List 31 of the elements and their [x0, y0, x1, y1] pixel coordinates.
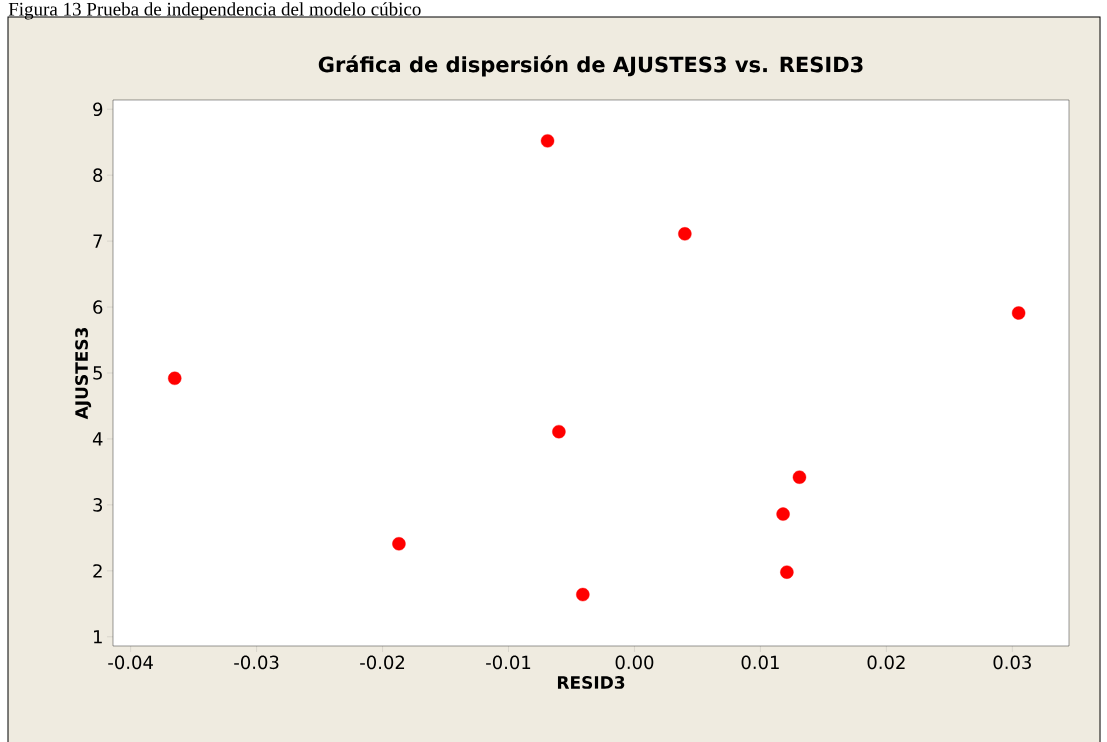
x-tick-label: -0.01: [486, 655, 531, 670]
x-tick-label: -0.04: [108, 655, 153, 670]
y-tick-label: 6: [93, 300, 103, 314]
y-tick-label: 9: [93, 102, 103, 117]
x-axis-title: RESID3: [557, 676, 625, 689]
point: [780, 565, 794, 579]
y-tick-label: 5: [93, 366, 102, 380]
point: [1011, 306, 1026, 320]
y-tick-label: 2: [93, 564, 102, 578]
x-tick-label: 0.03: [993, 655, 1031, 670]
x-tick-label: 0.00: [615, 655, 654, 670]
point: [678, 227, 692, 241]
point: [776, 507, 790, 521]
y-tick-label: 4: [92, 432, 103, 446]
y-tick-label: 1: [93, 630, 102, 644]
x-tick-label: 0.02: [867, 655, 905, 670]
text: Figura 13 Prueba de independencia del modelo cúbico: [8, 2, 421, 20]
chart-title: Gráfica de dispersión de AJUSTES3 vs. RESID3: [318, 55, 863, 77]
point: [576, 587, 590, 602]
point: [552, 424, 566, 439]
y-tick-label: 7: [93, 234, 102, 248]
point: [168, 371, 182, 385]
x-tick-label: -0.03: [234, 655, 279, 670]
y-tick-label: 8: [93, 168, 103, 182]
y-axis-title: AJUSTES3: [75, 327, 92, 420]
y-tick-label: 3: [93, 498, 103, 512]
point: [540, 134, 555, 148]
x-tick-label: -0.02: [360, 655, 405, 670]
point: [792, 470, 807, 484]
x-tick-label: 0.01: [741, 655, 779, 670]
point: [392, 537, 406, 551]
